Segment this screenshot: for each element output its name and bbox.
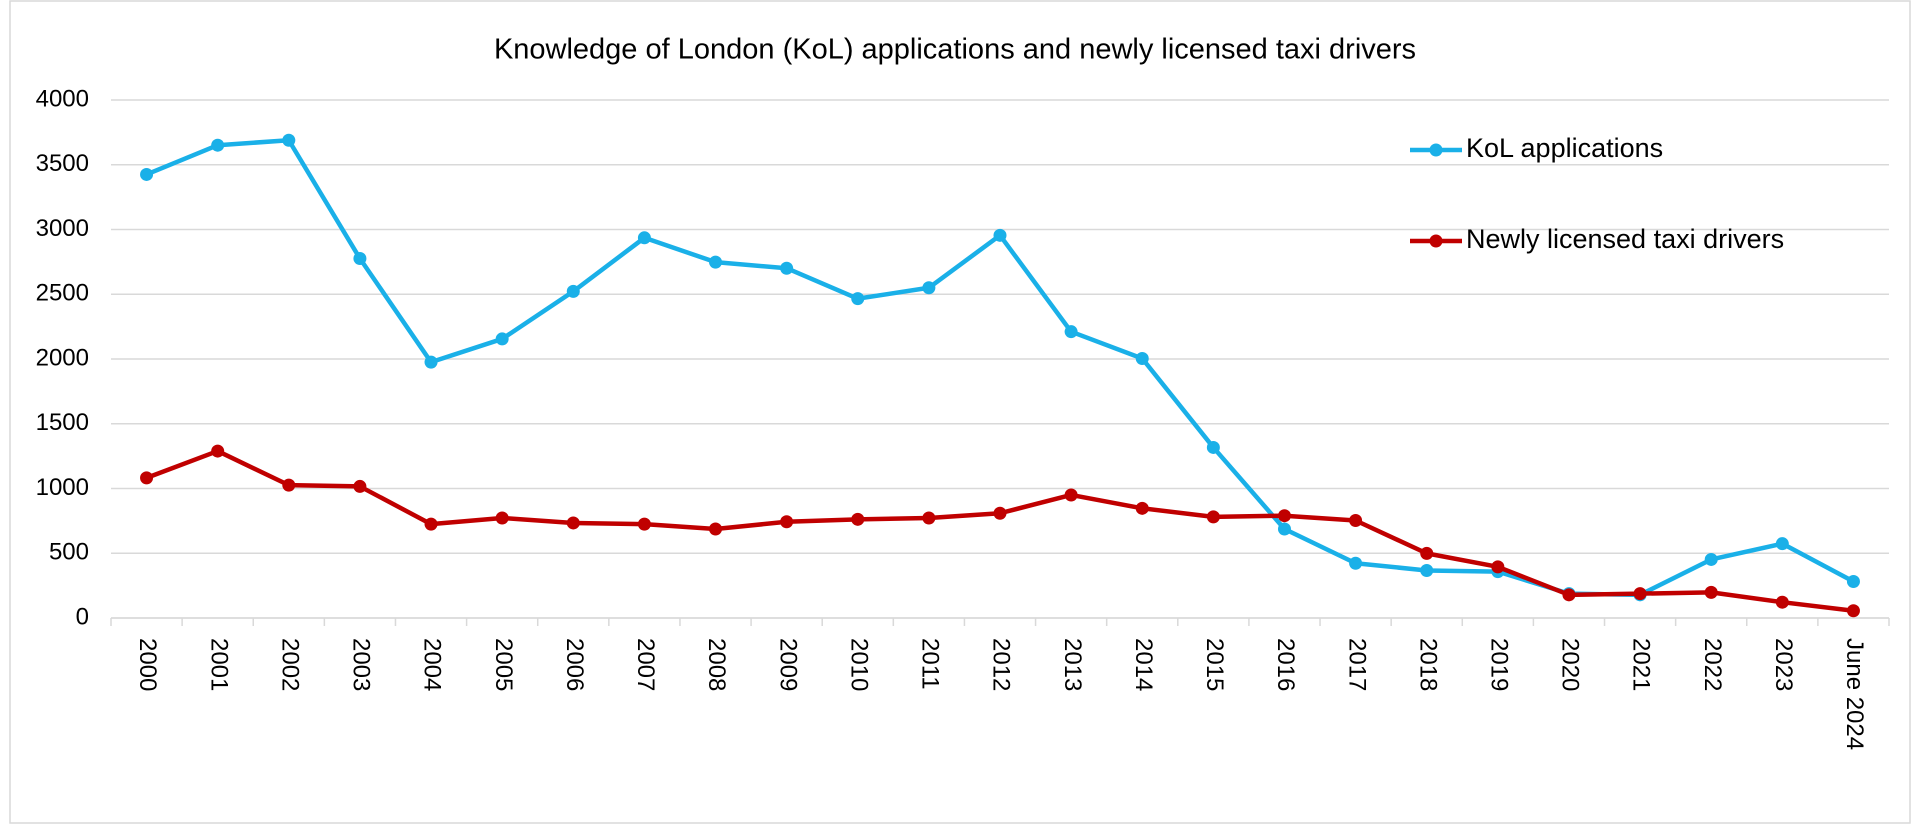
data-point — [495, 332, 509, 346]
data-point — [1277, 522, 1291, 536]
data-point — [1064, 488, 1078, 502]
y-tick-label: 500 — [49, 539, 89, 566]
data-point — [1491, 560, 1505, 574]
data-point — [1206, 510, 1220, 524]
chart-border — [9, 0, 1911, 824]
x-tick-label: 2003 — [348, 638, 375, 691]
x-tick-label: 2013 — [1059, 638, 1086, 691]
data-point — [353, 479, 367, 493]
data-point — [1846, 574, 1860, 588]
data-point — [1846, 604, 1860, 618]
x-tick-label: 2004 — [419, 638, 446, 691]
data-point — [851, 512, 865, 526]
x-tick-label: 2020 — [1557, 638, 1584, 691]
y-tick-label: 4000 — [36, 85, 89, 112]
data-point — [1277, 509, 1291, 523]
data-point — [780, 261, 794, 275]
data-point — [566, 284, 580, 298]
legend-label: KoL applications — [1466, 133, 1663, 163]
data-point — [637, 517, 651, 531]
data-point — [922, 511, 936, 525]
data-point — [566, 516, 580, 530]
data-point — [922, 281, 936, 295]
x-tick-label: 2022 — [1699, 638, 1726, 691]
series-line — [145, 138, 1855, 598]
data-point — [1349, 556, 1363, 570]
x-tick-label: 2000 — [134, 638, 161, 691]
data-point — [1775, 537, 1789, 551]
x-tick-label: 2002 — [276, 638, 303, 691]
data-point — [993, 506, 1007, 520]
data-point — [1135, 501, 1149, 515]
x-tick-label: 2014 — [1130, 638, 1157, 691]
data-point — [282, 478, 296, 492]
x-tick-label: 2001 — [205, 638, 232, 691]
data-point — [1775, 595, 1789, 609]
x-tick-label: 2010 — [845, 638, 872, 691]
data-point — [1064, 325, 1078, 339]
y-tick-label: 0 — [76, 603, 89, 630]
x-tick-label: 2016 — [1272, 638, 1299, 691]
data-point — [1562, 588, 1576, 602]
data-point — [780, 515, 794, 529]
data-point — [140, 167, 154, 181]
y-tick-label: 3000 — [36, 215, 89, 242]
x-tick-label: 2009 — [774, 638, 801, 691]
data-point — [353, 252, 367, 266]
series-line — [145, 448, 1854, 613]
x-tick-label: 2006 — [561, 638, 588, 691]
data-point — [851, 292, 865, 306]
data-point — [1420, 563, 1434, 577]
legend-label: Newly licensed taxi drivers — [1466, 224, 1784, 254]
data-point — [1206, 440, 1220, 454]
data-point — [1135, 351, 1149, 365]
data-point — [637, 231, 651, 245]
data-point — [424, 355, 438, 369]
x-tick-label: 2021 — [1628, 638, 1655, 691]
x-tick-label: 2015 — [1201, 638, 1228, 691]
x-tick-label: June 2024 — [1841, 638, 1868, 750]
data-point — [1420, 546, 1434, 560]
y-tick-label: 1500 — [36, 409, 89, 436]
data-point — [1704, 585, 1718, 599]
x-tick-label: 2011 — [917, 638, 944, 690]
data-point — [211, 444, 225, 458]
data-point — [993, 228, 1007, 242]
x-tick-label: 2005 — [490, 638, 517, 691]
x-tick-label: 2007 — [632, 638, 659, 691]
x-tick-label: 2017 — [1343, 638, 1370, 691]
data-point — [1349, 513, 1363, 527]
x-tick-label: 2018 — [1414, 638, 1441, 691]
y-tick-label: 3500 — [36, 150, 89, 177]
data-point — [282, 133, 296, 147]
legend-marker — [1429, 234, 1443, 248]
data-point — [709, 522, 723, 536]
data-point — [495, 511, 509, 525]
y-tick-label: 2500 — [36, 280, 89, 307]
y-tick-label: 1000 — [36, 474, 89, 501]
y-tick-label: 2000 — [36, 344, 89, 371]
x-tick-label: 2019 — [1485, 638, 1512, 691]
data-point — [424, 517, 438, 531]
x-tick-label: 2008 — [703, 638, 730, 691]
data-point — [140, 471, 154, 485]
data-point — [1633, 587, 1647, 601]
x-tick-label: 2023 — [1770, 638, 1797, 691]
data-point — [709, 255, 723, 269]
legend-marker — [1429, 143, 1443, 157]
chart-title: Knowledge of London (KoL) applications a… — [494, 34, 1416, 66]
x-tick-label: 2012 — [988, 638, 1015, 691]
data-point — [1704, 552, 1718, 566]
data-point — [211, 138, 225, 152]
